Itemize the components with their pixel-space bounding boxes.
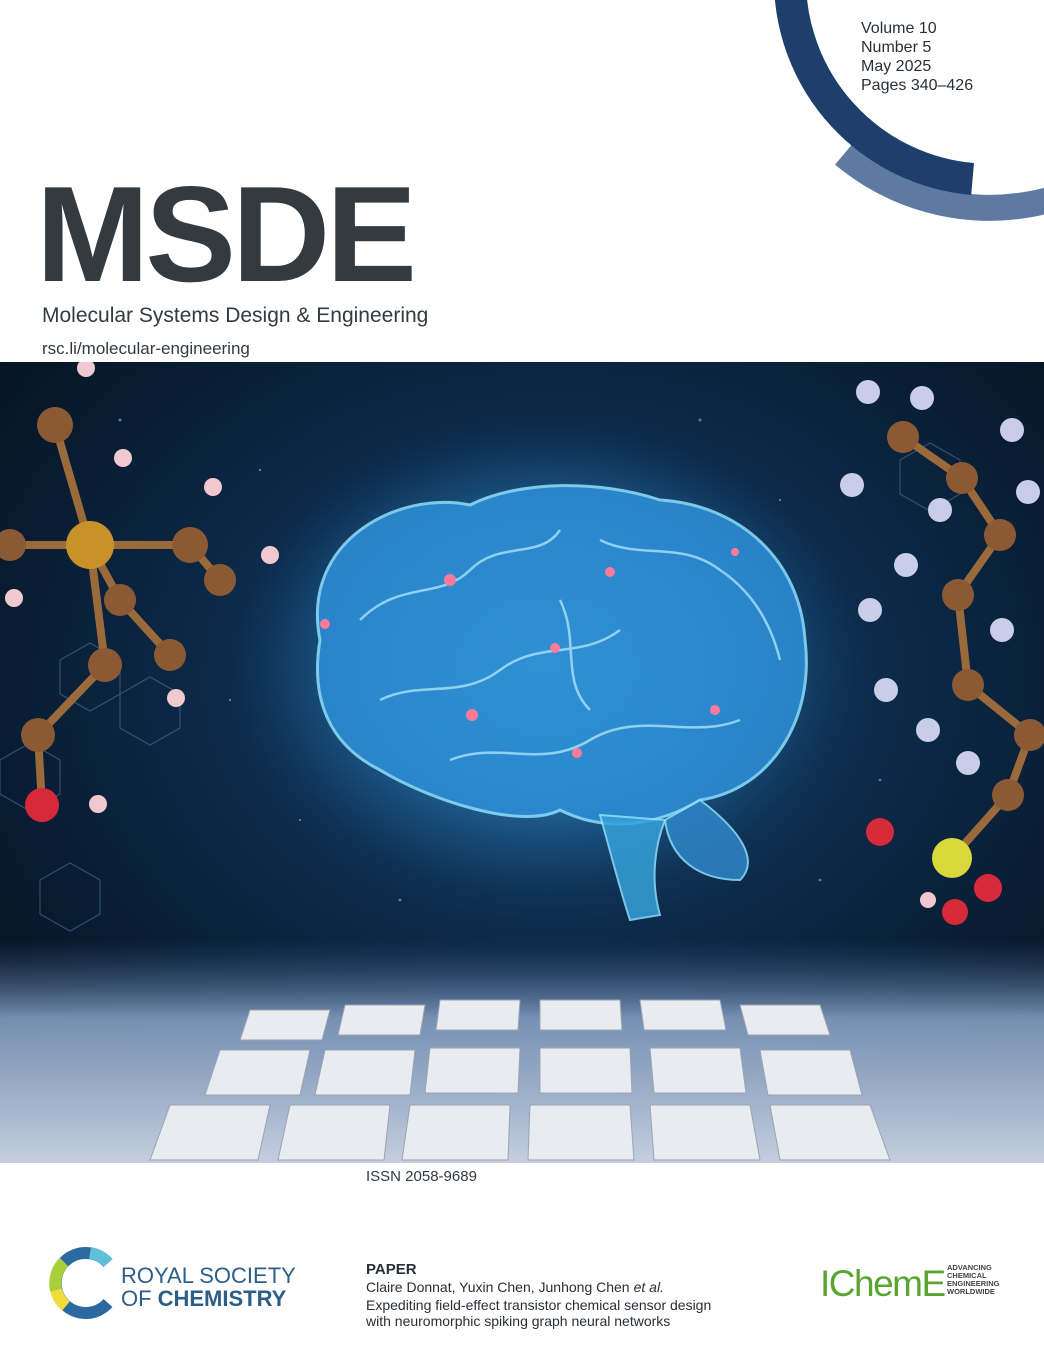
- partner-tagline: ENGINEERING: [947, 1279, 1000, 1288]
- authors-suffix: et al.: [634, 1279, 664, 1295]
- arc-light: [835, 144, 1044, 221]
- journal-name: Molecular Systems Design & Engineering: [42, 304, 428, 327]
- partner-name: IChemE: [820, 1263, 945, 1304]
- paper-title-line: with neuromorphic spiking graph neural n…: [365, 1313, 670, 1329]
- publisher-line2: OF CHEMISTRY: [121, 1286, 287, 1311]
- number: Number 5: [861, 39, 931, 56]
- volume: Volume 10: [861, 20, 937, 37]
- journal-abbreviation: MSDE: [36, 158, 413, 310]
- issn: ISSN 2058-9689: [366, 1168, 477, 1185]
- paper-label: PAPER: [366, 1261, 417, 1278]
- pages: Pages 340–426: [861, 77, 973, 94]
- publisher-main: CHEMISTRY: [158, 1286, 287, 1311]
- partner-tagline: WORLDWIDE: [947, 1287, 995, 1296]
- rsc-logo: [49, 1247, 113, 1319]
- paper-title-line: Expediting field-effect transistor chemi…: [366, 1297, 711, 1313]
- publisher-prefix: OF: [121, 1286, 152, 1311]
- partner-tagline: CHEMICAL: [947, 1271, 987, 1280]
- paper-authors: Claire Donnat, Yuxin Chen, Junhong Chen e…: [366, 1279, 664, 1295]
- cover-image: [0, 362, 1044, 1163]
- partner-tagline: ADVANCING: [947, 1263, 992, 1272]
- publisher-line1: ROYAL SOCIETY: [121, 1263, 296, 1288]
- journal-url: rsc.li/molecular-engineering: [42, 339, 250, 358]
- authors: Claire Donnat, Yuxin Chen, Junhong Chen: [366, 1279, 630, 1295]
- arc-dark: [775, 0, 975, 195]
- date: May 2025: [861, 58, 931, 75]
